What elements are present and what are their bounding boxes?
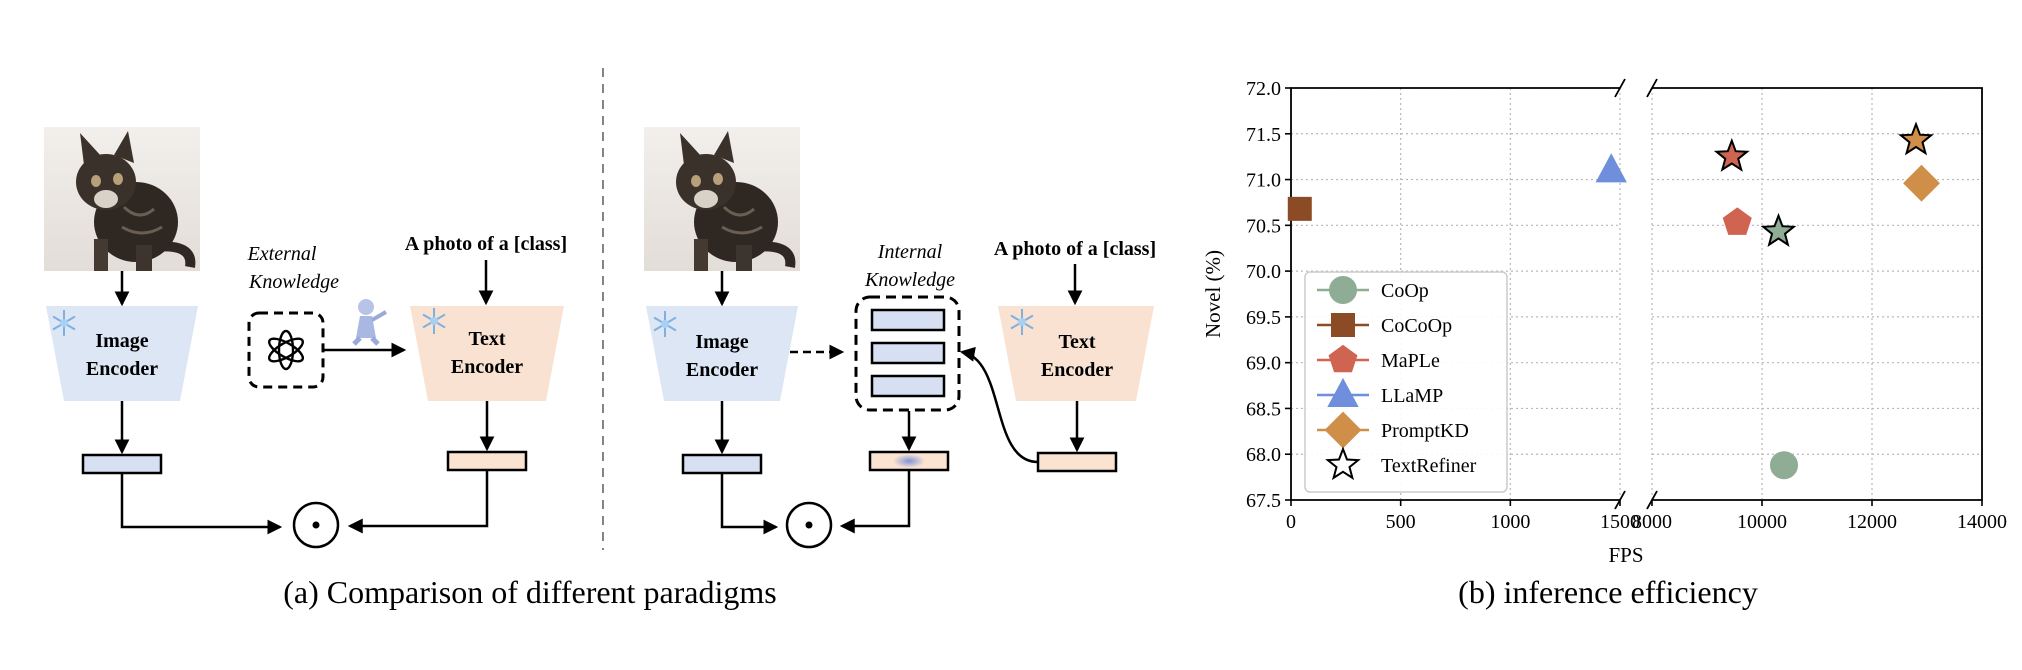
legend-marker-coop <box>1329 276 1357 304</box>
y-tick-label: 71.0 <box>1246 170 1281 192</box>
axis-frame-right <box>1652 87 1983 501</box>
internal-knowledge-label-2: Knowledge <box>864 269 955 291</box>
caption-b: (b) inference efficiency <box>1458 574 1758 610</box>
image-encoder-label-1: Image <box>95 330 148 352</box>
y-tick-label: 68.0 <box>1246 444 1281 466</box>
memory-slot <box>870 308 946 332</box>
legend-marker-maple <box>1328 344 1358 373</box>
axis-break-mark <box>1646 78 1658 98</box>
llm-box <box>247 311 325 389</box>
data-point-cocoop <box>1287 196 1312 221</box>
cat-photo-left <box>44 127 200 271</box>
internal-knowledge-label-1: Internal <box>877 241 943 263</box>
legend-marker-llamp <box>1327 377 1359 407</box>
y-tick-label: 71.5 <box>1246 124 1281 146</box>
y-tick-label: 72.0 <box>1246 78 1281 100</box>
y-tick-label: 67.5 <box>1246 490 1281 512</box>
text-encoder-label-1: Text <box>468 328 505 350</box>
x-tick-label: 8000 <box>1632 511 1672 533</box>
text-encoder-label-2: Encoder <box>451 356 523 378</box>
x-tick-label: 500 <box>1386 511 1416 533</box>
legend-label: CoCoOp <box>1381 315 1452 337</box>
efficiency-chart: 67.5 68.0 68.5 69.0 69.5 70.0 70.5 71.0 71.5 72.0… <box>1201 78 2007 567</box>
data-point-maple <box>1722 207 1752 235</box>
legend-label: PromptKD <box>1381 420 1469 442</box>
text-token-left <box>446 450 528 472</box>
memory-slot <box>870 341 946 365</box>
legend-label: MaPLe <box>1381 350 1440 372</box>
y-tick-label: 70.0 <box>1246 261 1281 283</box>
x-tick-label: 1500 <box>1600 511 1640 533</box>
panel-a-left: Image Encoder External Knowledge A photo… <box>44 127 567 549</box>
x-tick-label: 10000 <box>1737 511 1787 533</box>
cat-photo-right <box>644 127 800 271</box>
image-encoder-right <box>646 306 798 401</box>
image-encoder-label-1: Image <box>695 331 748 353</box>
y-axis-label: Novel (%) <box>1201 250 1225 338</box>
y-tick-label: 70.5 <box>1246 215 1281 237</box>
axis-frame-left <box>1290 87 1620 501</box>
x-tick-label: 1000 <box>1490 511 1530 533</box>
legend-label: TextRefiner <box>1381 455 1477 477</box>
text-encoder-right <box>998 306 1154 401</box>
image-encoder-left <box>46 306 198 401</box>
prompt-left: A photo of a [class] <box>405 233 567 255</box>
image-token-right <box>681 453 763 475</box>
axis-break-mark <box>1614 78 1626 98</box>
data-point-llamp <box>1595 153 1627 183</box>
text-encoder-label-1: Text <box>1058 331 1095 353</box>
legend-label: CoOp <box>1381 280 1429 302</box>
legend-box <box>1304 271 1508 493</box>
panel-a-right: Image Encoder Internal Knowledge A photo… <box>644 127 1156 549</box>
external-knowledge-label-1: External <box>247 243 317 265</box>
text-token-right <box>1036 451 1118 473</box>
x-tick-label: 12000 <box>1847 511 1897 533</box>
text-encoder-label-2: Encoder <box>1041 359 1113 381</box>
memory-slot <box>870 374 946 398</box>
image-encoder-label-2: Encoder <box>86 358 158 380</box>
openai-logo-icon <box>267 329 305 371</box>
caption-a: (a) Comparison of different paradigms <box>283 574 776 610</box>
external-knowledge-label-2: Knowledge <box>248 271 339 293</box>
x-tick-label: 0 <box>1286 511 1296 533</box>
data-point-coop <box>1770 451 1798 480</box>
y-tick-label: 68.5 <box>1246 398 1281 420</box>
prompt-right: A photo of a [class] <box>994 238 1156 260</box>
text-encoder-left <box>410 306 564 401</box>
y-tick-label: 69.5 <box>1246 307 1281 329</box>
data-point-promptkd <box>1903 164 1940 202</box>
robot-figure-icon <box>352 299 387 346</box>
y-tick-label: 69.0 <box>1246 353 1281 375</box>
legend-marker-cocoop <box>1331 313 1355 337</box>
legend-marker-textrefiner <box>1325 446 1361 481</box>
x-tick-label: 14000 <box>1957 511 2007 533</box>
data-point-textrefiner <box>1760 212 1797 247</box>
image-encoder-label-2: Encoder <box>686 359 758 381</box>
x-axis-label: FPS <box>1608 543 1643 567</box>
data-point-textrefiner <box>1898 121 1934 156</box>
legend-label: LLaMP <box>1381 385 1443 407</box>
data-point-textrefiner <box>1713 137 1750 172</box>
image-token-left <box>81 453 163 475</box>
